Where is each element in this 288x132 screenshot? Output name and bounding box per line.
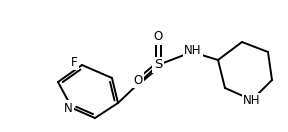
Text: O: O [133, 74, 143, 86]
Text: F: F [71, 55, 77, 69]
Text: NH: NH [184, 44, 202, 56]
Text: O: O [154, 30, 163, 44]
Text: N: N [64, 102, 72, 114]
Text: NH: NH [243, 95, 261, 107]
Text: S: S [154, 58, 162, 72]
